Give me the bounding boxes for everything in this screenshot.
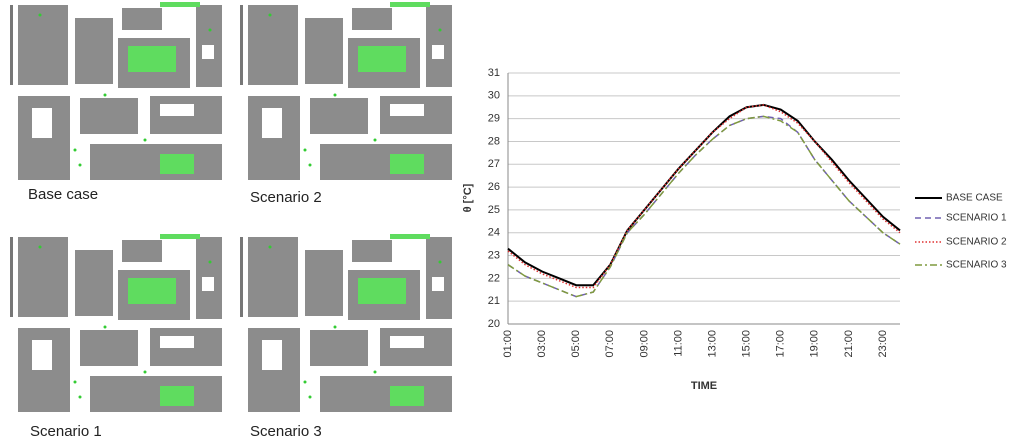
y-tick-label: 20 xyxy=(488,318,500,330)
series-line xyxy=(507,115,901,298)
y-tick-label: 26 xyxy=(488,181,500,193)
series-line xyxy=(507,103,901,287)
legend-label: SCENARIO 2 xyxy=(946,237,1007,248)
x-tick-label: 23:00 xyxy=(877,330,889,358)
x-tick-label: 19:00 xyxy=(809,330,821,358)
x-tick-label: 15:00 xyxy=(741,330,753,358)
map-scenario-3 xyxy=(240,232,455,412)
x-tick-label: 11:00 xyxy=(672,330,684,357)
map-caption: Base case xyxy=(28,186,98,203)
x-tick-label: 09:00 xyxy=(638,330,650,358)
y-tick-label: 23 xyxy=(488,249,500,261)
x-tick-label: 03:00 xyxy=(536,330,548,358)
legend-label: BASE CASE xyxy=(946,193,1003,204)
y-tick-label: 24 xyxy=(488,227,500,239)
y-axis-label: θ [°C] xyxy=(462,183,474,212)
y-tick-label: 27 xyxy=(488,158,500,170)
y-tick-label: 22 xyxy=(488,272,500,284)
x-axis-label: TIME xyxy=(691,380,717,392)
series-line xyxy=(507,115,901,298)
map-caption: Scenario 2 xyxy=(250,189,322,206)
legend-label: SCENARIO 3 xyxy=(946,260,1007,271)
y-tick-label: 29 xyxy=(488,113,500,125)
map-scenario-2 xyxy=(240,0,455,180)
y-tick-label: 28 xyxy=(488,135,500,147)
map-caption: Scenario 3 xyxy=(250,423,322,440)
x-tick-label: 05:00 xyxy=(570,330,582,358)
x-tick-label: 01:00 xyxy=(502,330,514,358)
x-tick-label: 21:00 xyxy=(843,330,855,358)
map-base-case xyxy=(10,0,225,180)
series-line xyxy=(507,104,901,289)
y-tick-label: 21 xyxy=(488,295,500,307)
y-tick-label: 25 xyxy=(488,204,500,216)
x-tick-label: 17:00 xyxy=(775,330,787,358)
y-tick-label: 30 xyxy=(488,90,500,102)
legend-label: SCENARIO 1 xyxy=(946,213,1007,224)
x-tick-label: 13:00 xyxy=(706,330,718,358)
x-tick-label: 07:00 xyxy=(604,330,616,358)
map-caption: Scenario 1 xyxy=(30,423,102,440)
map-scenario-1 xyxy=(10,232,225,412)
y-tick-label: 31 xyxy=(488,67,500,79)
